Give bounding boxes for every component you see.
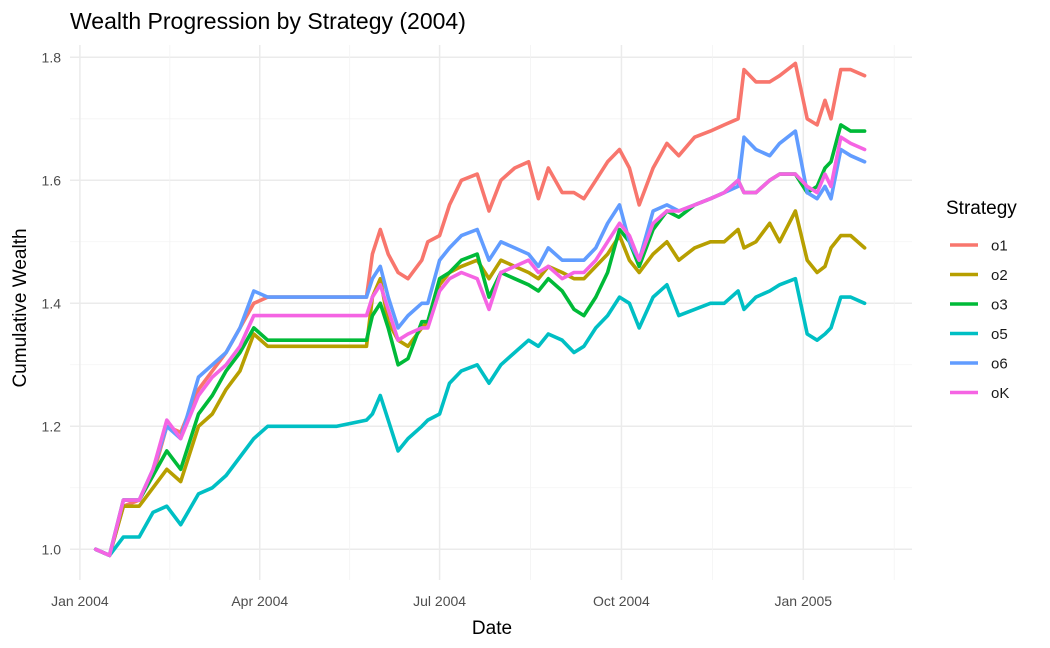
y-axis-ticks: 1.0 1.2 1.4 1.6 1.8 [42, 49, 62, 557]
series-line-o2 [93, 209, 867, 558]
legend: Strategy o1 o2 o3 o5 o6 oK [946, 198, 1017, 402]
x-tick-label: Jan 2005 [774, 593, 832, 609]
chart-title: Wealth Progression by Strategy (2004) [70, 8, 466, 34]
series-line-o6 [93, 129, 867, 558]
x-tick-label: Jan 2004 [51, 593, 109, 609]
y-tick-label: 1.0 [42, 541, 62, 557]
legend-label-o5: o5 [991, 326, 1008, 343]
y-tick-label: 1.6 [42, 172, 62, 188]
legend-label-oK: oK [991, 385, 1009, 402]
series-line-o1 [93, 61, 867, 558]
y-tick-label: 1.2 [42, 418, 62, 434]
x-tick-label: Oct 2004 [593, 593, 650, 609]
series-line-o5 [93, 276, 867, 558]
x-tick-label: Apr 2004 [231, 593, 288, 609]
y-tick-label: 1.4 [42, 295, 62, 311]
x-axis-title: Date [472, 618, 512, 639]
series-lines [93, 61, 867, 558]
y-axis-title: Cumulative Wealth [10, 228, 31, 387]
legend-label-o3: o3 [991, 297, 1008, 314]
grid [70, 45, 912, 580]
legend-title: Strategy [946, 198, 1017, 219]
x-tick-label: Jul 2004 [413, 593, 466, 609]
series-line-o3 [93, 123, 867, 558]
series-line-oK [93, 135, 867, 558]
y-tick-label: 1.8 [42, 49, 62, 65]
legend-label-o6: o6 [991, 356, 1008, 373]
x-axis-ticks: Jan 2004 Apr 2004 Jul 2004 Oct 2004 Jan 2005 [51, 593, 832, 609]
legend-label-o1: o1 [991, 238, 1008, 255]
legend-label-o2: o2 [991, 267, 1008, 284]
